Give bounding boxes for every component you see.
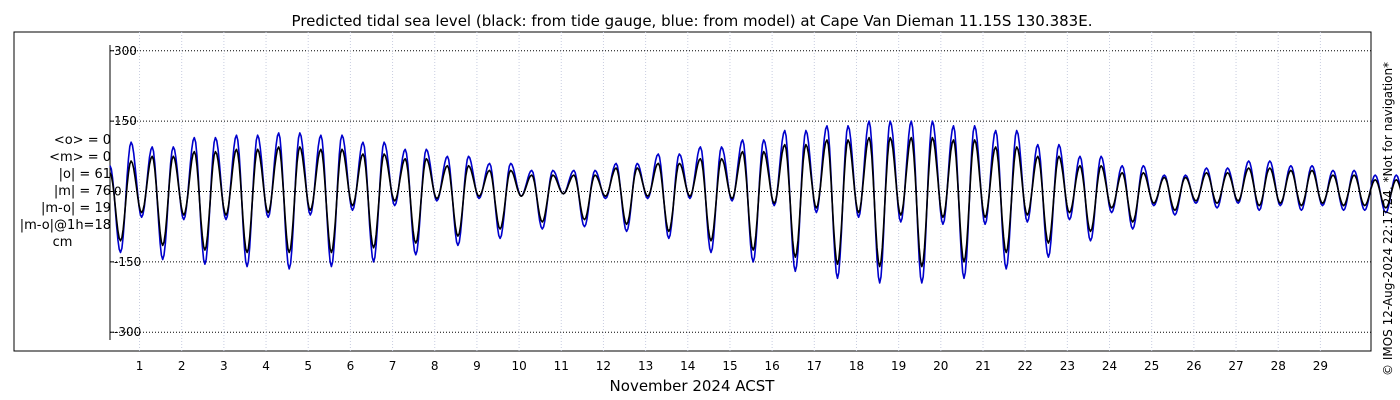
x-axis-label: November 2024 ACST [610, 377, 776, 395]
x-tick-label: 8 [431, 359, 439, 373]
statistics-panel: <o> = 0 <m> = 0 |o| = 61 |m| = 76 |m-o| … [0, 132, 125, 251]
y-tick-label: -150 [114, 255, 141, 269]
x-tick-label: 20 [933, 359, 948, 373]
x-tick-label: 3 [220, 359, 228, 373]
stat-abs-diff: |m-o| = 19 [40, 201, 111, 216]
stat-unit: cm [52, 235, 73, 250]
watermark-text: © IMOS 12-Aug-2024 22:17:24. *Not for na… [1381, 62, 1395, 376]
y-tick-labels: 300 150 0 -150 -300 [114, 44, 141, 339]
x-tick-label: 21 [975, 359, 990, 373]
stat-abs-observed: |o| = 61 [58, 167, 111, 182]
chart-title: Predicted tidal sea level (black: from t… [292, 12, 1093, 30]
x-tick-label: 22 [1018, 359, 1033, 373]
x-tick-label: 25 [1144, 359, 1159, 373]
x-tick-label: 19 [891, 359, 906, 373]
x-tick-label: 12 [596, 359, 611, 373]
stat-abs-model: |m| = 76 [53, 184, 111, 199]
series-line-model [109, 120, 1400, 284]
x-tick-label: 14 [680, 359, 695, 373]
x-tick-label: 29 [1313, 359, 1328, 373]
y-tick-label: 300 [114, 44, 137, 58]
x-tick-label: 28 [1271, 359, 1286, 373]
x-tick-label: 13 [638, 359, 653, 373]
y-tick-label: -300 [114, 325, 141, 339]
x-tick-label: 9 [473, 359, 481, 373]
x-tick-label: 11 [554, 359, 569, 373]
x-tick-label: 18 [849, 359, 864, 373]
y-tick-label: 150 [114, 114, 137, 128]
x-tick-label: 15 [722, 359, 737, 373]
x-tick-label: 26 [1186, 359, 1201, 373]
grid-lines [110, 32, 1371, 351]
x-tick-label: 16 [764, 359, 779, 373]
x-tick-label: 7 [389, 359, 397, 373]
x-tick-label: 4 [262, 359, 270, 373]
x-tick-label: 27 [1228, 359, 1243, 373]
x-tick-labels: 1 2 3 4 5 6 7 8 9 10 11 12 13 14 15 16 17 18 19 20 21 22 23 24 2… [136, 359, 1328, 373]
x-tick-label: 6 [347, 359, 355, 373]
stat-abs-diff-1h: |m-o|@1h=18 [19, 218, 111, 233]
x-tick-label: 10 [511, 359, 526, 373]
stat-mean-observed: <o> = 0 [53, 133, 111, 148]
series-lines [109, 120, 1400, 284]
stat-mean-model: <m> = 0 [49, 150, 111, 165]
x-tick-label: 23 [1060, 359, 1075, 373]
x-tick-label: 17 [807, 359, 822, 373]
series-line-gauge [109, 136, 1400, 268]
x-tick-label: 5 [304, 359, 312, 373]
x-tick-label: 24 [1102, 359, 1117, 373]
y-axis [109, 45, 114, 340]
x-tick-label: 1 [136, 359, 144, 373]
x-tick-label: 2 [178, 359, 186, 373]
y-tick-label: 0 [114, 185, 122, 199]
